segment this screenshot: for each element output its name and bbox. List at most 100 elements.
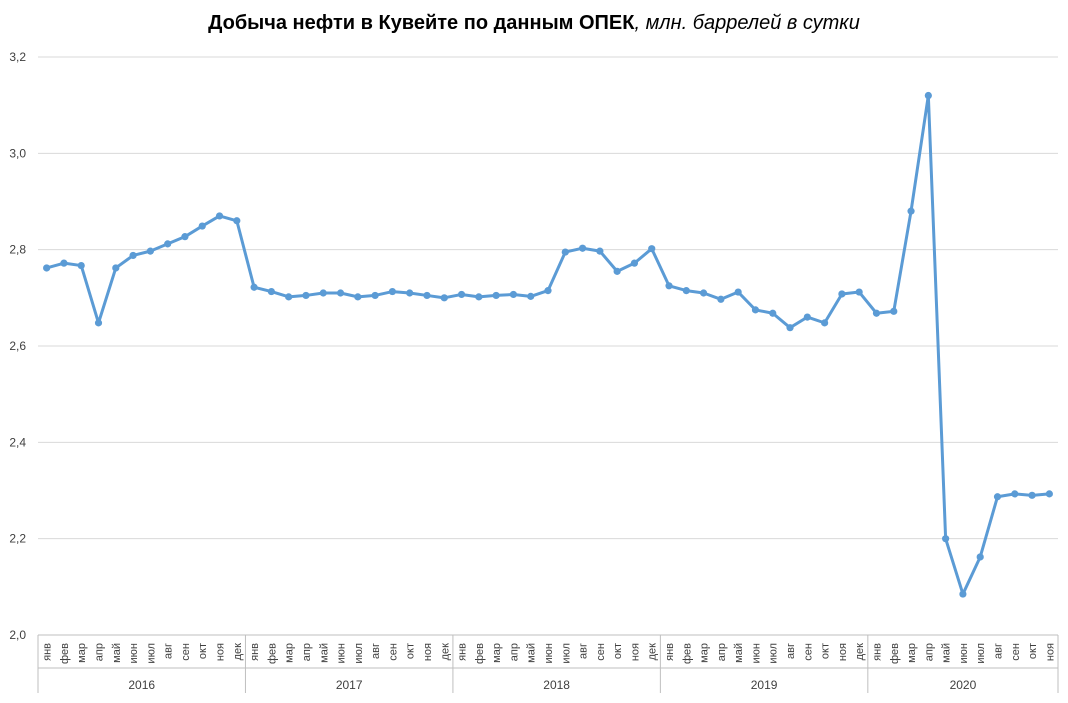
data-point [509,290,518,299]
x-tick-label: май [111,643,123,663]
x-tick-label: фев [59,643,71,664]
data-point [354,293,362,301]
data-point [682,287,690,295]
data-point [561,248,569,256]
data-point [250,283,258,291]
x-tick-label: апр [94,643,106,661]
x-tick-label: мар [699,643,711,663]
x-tick-label: апр [716,643,728,661]
data-point [613,267,621,275]
data-point [596,247,604,255]
year-label: 2020 [950,678,977,692]
series-line [45,94,1051,596]
data-point [717,295,725,303]
x-tick-label: июл [560,643,572,664]
data-point [181,233,189,241]
data-point [475,293,483,301]
y-tick-label: 3,2 [9,50,26,64]
x-tick-label: сен [387,643,399,661]
data-point [285,293,293,301]
data-point [1028,491,1036,499]
data-point [336,289,345,297]
x-tick-label: дек [439,643,451,661]
data-point [1045,490,1053,498]
year-label: 2019 [751,678,778,692]
data-point [855,288,863,296]
x-tick-label: сен [802,643,814,661]
x-tick-label: дек [647,643,659,661]
data-point [872,309,881,317]
x-tick-label: ноя [215,643,227,661]
x-tick-label: июл [145,643,157,664]
data-point [630,259,639,267]
x-tick-label: ноя [837,643,849,661]
chart-title: Добыча нефти в Кувейте по данным ОПЕК, м… [0,12,1068,35]
x-tick-label: июл [768,643,780,664]
data-point [233,217,241,225]
x-tick-label: июн [336,643,348,663]
data-point [942,535,950,543]
data-point [993,493,1002,501]
x-tick-label: ноя [422,643,434,661]
y-tick-label: 2,8 [9,243,26,257]
x-tick-label: июл [353,643,365,664]
x-tick-label: апр [508,643,520,661]
data-point [423,291,431,300]
data-point [734,288,742,296]
year-label: 2016 [128,678,155,692]
data-point [976,553,984,561]
data-point [164,240,172,248]
x-tick-label: мар [284,643,296,663]
data-point [699,289,708,297]
x-tick-label: май [941,643,953,663]
data-point [129,251,137,260]
data-point [527,292,535,300]
data-point [648,245,656,253]
chart-title-unit: , млн. баррелей в сутки [634,12,860,34]
data-point [198,222,206,230]
x-tick-label: ноя [629,643,641,661]
x-tick-label: май [733,643,745,663]
data-point [371,291,379,300]
x-tick-label: мар [76,643,88,663]
year-label: 2018 [543,678,570,692]
x-tick-label: авг [785,643,797,659]
chart-title-main: Добыча нефти в Кувейте по данным ОПЕК [208,12,635,34]
data-point [769,309,777,317]
data-point [838,290,846,298]
data-point [43,264,51,272]
data-point [786,324,794,332]
x-tick-label: фев [889,643,901,664]
data-point [1011,490,1019,498]
x-tick-label: авг [578,643,590,659]
x-tick-label: май [318,643,330,663]
data-point [267,287,275,296]
data-point [302,291,310,300]
x-tick-label: янв [457,643,469,661]
x-tick-label: июн [543,643,555,663]
x-tick-label: сен [180,643,192,661]
x-tick-label: янв [249,643,261,661]
x-tick-label: авг [992,643,1004,659]
x-tick-label: дек [854,643,866,661]
y-tick-label: 3,0 [9,146,26,160]
x-tick-label: окт [612,643,624,659]
data-point [803,313,811,321]
x-tick-label: дек [232,643,244,661]
x-tick-label: сен [1010,643,1022,661]
x-tick-label: янв [871,643,883,661]
x-tick-label: июл [975,643,987,664]
x-tick-label: фев [681,643,693,664]
data-point [890,307,898,315]
x-tick-label: сен [595,643,607,661]
x-tick-label: июн [958,643,970,663]
data-point [319,289,327,297]
data-point [751,306,760,314]
x-tick-label: окт [197,643,209,659]
x-tick-label: авг [163,643,175,659]
data-point [440,294,448,302]
x-axis: янв фев мар апр май июн июл авг сен окт ноя дек2016… [37,635,1059,693]
data-point [959,590,967,598]
data-point [112,264,120,272]
x-tick-label: апр [923,643,935,661]
